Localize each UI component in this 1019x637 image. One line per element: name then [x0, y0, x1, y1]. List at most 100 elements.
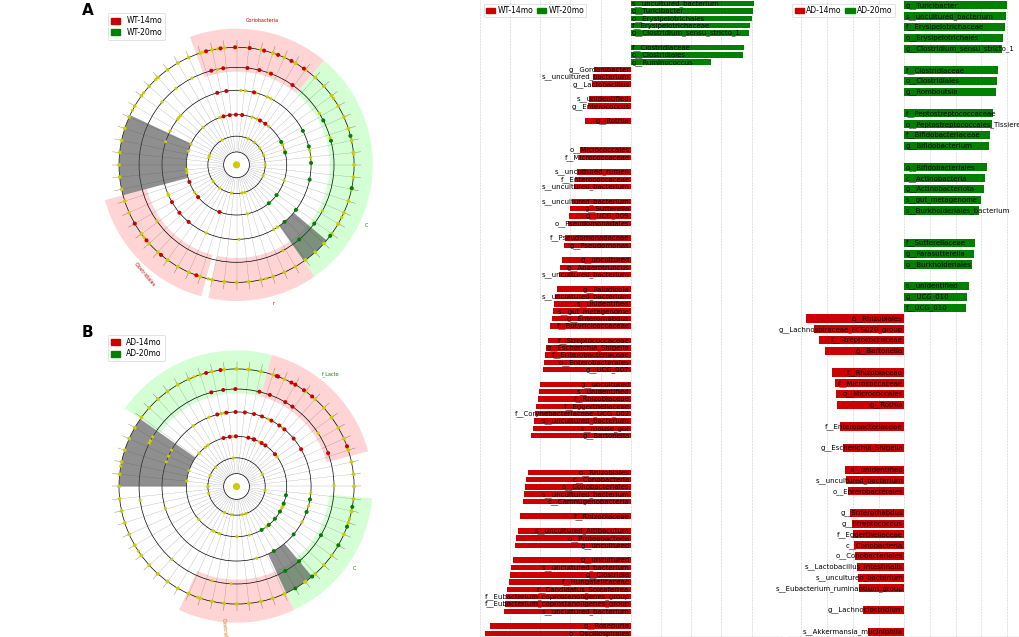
Circle shape: [167, 194, 170, 197]
Circle shape: [176, 118, 179, 121]
Circle shape: [321, 209, 324, 212]
Text: g__UCG_009: g__UCG_009: [585, 213, 629, 219]
Bar: [823, 347, 904, 355]
Circle shape: [261, 473, 264, 476]
Bar: [904, 141, 988, 150]
Circle shape: [294, 62, 298, 65]
Circle shape: [248, 533, 251, 536]
Legend: AD-14mo, AD-20mo: AD-14mo, AD-20mo: [792, 4, 894, 17]
Circle shape: [165, 258, 169, 262]
Circle shape: [234, 367, 238, 371]
Circle shape: [207, 416, 210, 419]
Text: s__Lactobacillus_intestinalis: s__Lactobacillus_intestinalis: [804, 564, 902, 570]
Circle shape: [282, 149, 286, 152]
Circle shape: [350, 187, 353, 191]
Circle shape: [221, 388, 225, 392]
Text: s__uncultured_bacterium: s__uncultured_bacterium: [541, 271, 629, 278]
Text: c__Camnugenobacteria: c__Camnugenobacteria: [547, 498, 629, 505]
Bar: [850, 509, 904, 517]
Wedge shape: [105, 189, 212, 296]
Circle shape: [352, 163, 356, 167]
Circle shape: [243, 190, 247, 194]
Circle shape: [214, 466, 217, 469]
Wedge shape: [190, 29, 324, 94]
Text: f__Enterobacteriaceae: f__Enterobacteriaceae: [551, 352, 629, 359]
Bar: [570, 206, 630, 211]
Circle shape: [151, 435, 154, 438]
Circle shape: [345, 447, 348, 450]
Bar: [536, 404, 630, 409]
Bar: [904, 88, 995, 96]
Text: o__Erysipelotrichales: o__Erysipelotrichales: [905, 34, 978, 41]
Circle shape: [206, 443, 210, 447]
Text: g__Escherichia_Shigella: g__Escherichia_Shigella: [546, 345, 629, 351]
Circle shape: [280, 143, 284, 147]
Bar: [515, 543, 630, 548]
Circle shape: [197, 196, 200, 199]
Circle shape: [282, 179, 285, 182]
Text: C: C: [365, 223, 368, 228]
Circle shape: [237, 238, 240, 241]
Circle shape: [352, 473, 355, 476]
Circle shape: [271, 275, 274, 278]
Circle shape: [283, 569, 287, 573]
Circle shape: [260, 528, 263, 532]
Text: f__Erysipelotrichaceae: f__Erysipelotrichaceae: [905, 24, 982, 31]
Text: g__Rothia: g__Rothia: [595, 117, 629, 124]
Text: c__Conobacteria: c__Conobacteria: [845, 542, 902, 548]
Text: o__Clostridiales: o__Clostridiales: [632, 52, 686, 59]
Text: Coriobacteria: Coriobacteria: [246, 18, 278, 24]
Circle shape: [132, 426, 137, 429]
Circle shape: [281, 504, 284, 507]
Circle shape: [166, 192, 169, 196]
Circle shape: [346, 521, 350, 525]
Circle shape: [198, 275, 202, 278]
Text: s__uncultured_bacterium: s__uncultured_bacterium: [541, 491, 629, 497]
Text: o__Rhizobiales: o__Rhizobiales: [578, 469, 629, 476]
Circle shape: [186, 150, 190, 153]
Text: f__Micrococcaceae: f__Micrococcaceae: [564, 154, 629, 161]
Bar: [538, 389, 630, 394]
Bar: [630, 52, 742, 58]
Circle shape: [275, 225, 278, 229]
Circle shape: [293, 383, 297, 387]
Text: s__mouse_gut: s__mouse_gut: [580, 425, 629, 432]
Text: g__Clostridium_sensu_stricto_1: g__Clostridium_sensu_stricto_1: [632, 29, 740, 36]
Circle shape: [117, 473, 121, 476]
Circle shape: [304, 258, 307, 262]
Circle shape: [310, 394, 314, 399]
Circle shape: [352, 153, 355, 156]
Bar: [507, 587, 630, 592]
Circle shape: [187, 180, 192, 184]
Bar: [531, 433, 630, 438]
Circle shape: [252, 90, 256, 94]
Circle shape: [224, 89, 228, 93]
Circle shape: [145, 238, 149, 243]
Circle shape: [240, 513, 244, 516]
Circle shape: [280, 506, 283, 510]
Circle shape: [229, 192, 233, 195]
Circle shape: [322, 84, 325, 88]
Circle shape: [336, 223, 339, 226]
Circle shape: [309, 161, 313, 165]
Circle shape: [207, 277, 210, 280]
Circle shape: [277, 424, 281, 427]
Circle shape: [332, 484, 335, 487]
Circle shape: [247, 601, 251, 605]
Circle shape: [117, 485, 121, 489]
Circle shape: [218, 187, 221, 190]
Circle shape: [175, 383, 179, 387]
Text: g__Clostridium_sensu_stricto_1: g__Clostridium_sensu_stricto_1: [905, 45, 1014, 52]
Text: c__Conobacteria: c__Conobacteria: [572, 476, 629, 483]
Bar: [516, 536, 630, 541]
Circle shape: [293, 61, 297, 65]
Text: o__Erysipelotrichales: o__Erysipelotrichales: [632, 15, 704, 22]
Text: f__Eggerthellaceae: f__Eggerthellaceae: [836, 531, 902, 538]
Circle shape: [206, 485, 209, 488]
Circle shape: [119, 460, 123, 464]
Circle shape: [332, 97, 335, 100]
Circle shape: [221, 66, 225, 70]
Circle shape: [326, 451, 330, 455]
Circle shape: [218, 368, 222, 372]
Text: B: B: [82, 325, 94, 340]
